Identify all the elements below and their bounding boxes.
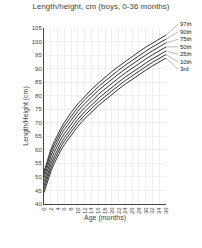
svg-text:65: 65 [35,133,42,139]
svg-text:14: 14 [88,207,94,214]
svg-text:97th: 97th [180,21,192,27]
svg-text:25th: 25th [180,51,192,57]
svg-text:80: 80 [35,93,42,99]
svg-text:75th: 75th [180,36,192,42]
svg-text:95: 95 [35,52,42,58]
svg-text:16: 16 [95,207,101,214]
svg-text:55: 55 [35,160,42,166]
svg-text:6: 6 [61,207,67,211]
svg-text:50th: 50th [180,44,192,50]
svg-text:24: 24 [122,207,128,214]
svg-text:10th: 10th [180,59,192,65]
svg-text:70: 70 [35,120,42,126]
svg-text:12: 12 [82,207,88,214]
svg-text:28: 28 [136,207,142,214]
svg-text:0: 0 [41,207,47,211]
svg-text:85: 85 [35,79,42,85]
svg-text:105: 105 [32,25,43,31]
svg-text:22: 22 [116,207,122,214]
svg-text:26: 26 [129,207,135,214]
svg-text:4: 4 [55,207,61,211]
svg-text:40: 40 [35,201,42,207]
svg-text:Length/height, cm (boys, 0-36: Length/height, cm (boys, 0-36 months) [33,2,170,11]
svg-text:20: 20 [109,207,115,214]
svg-text:75: 75 [35,106,42,112]
svg-text:60: 60 [35,147,42,153]
svg-text:32: 32 [149,207,155,214]
svg-text:Length/Height (cm): Length/Height (cm) [22,86,30,146]
svg-text:8: 8 [68,207,74,211]
svg-text:100: 100 [32,39,43,45]
svg-text:3rd: 3rd [180,66,189,72]
svg-text:10: 10 [75,207,81,214]
svg-text:50: 50 [35,174,42,180]
svg-text:18: 18 [102,207,108,214]
svg-text:36: 36 [163,207,169,214]
svg-text:Age (months): Age (months) [84,214,126,222]
svg-text:45: 45 [35,188,42,194]
svg-text:2: 2 [48,207,54,211]
svg-text:30: 30 [143,207,149,214]
svg-text:90th: 90th [180,29,192,35]
svg-text:34: 34 [156,207,162,214]
svg-text:90: 90 [35,66,42,72]
